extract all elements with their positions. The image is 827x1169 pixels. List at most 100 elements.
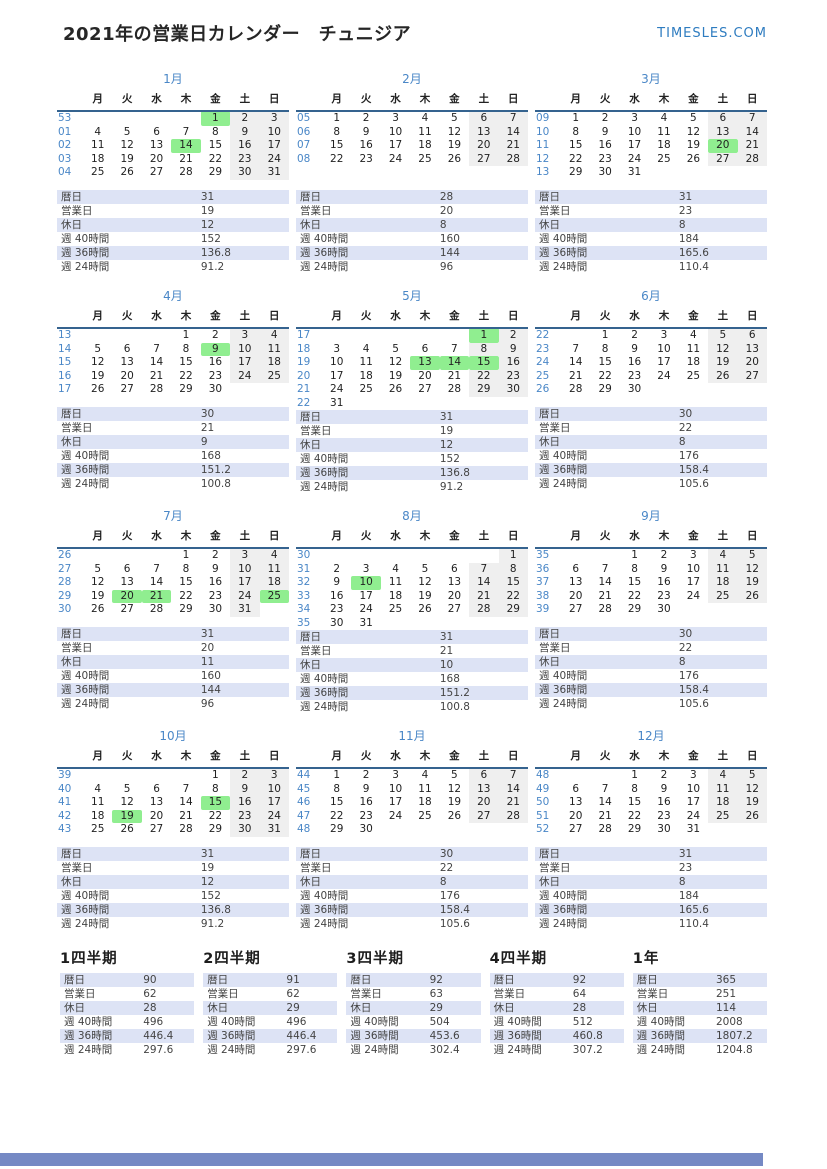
calendar-week-row: 33 16 17 18 19 20 21 22 xyxy=(296,589,528,603)
stat-label: 週 24時間 xyxy=(300,481,349,493)
week-number: 42 xyxy=(58,809,72,822)
month-calendar: 月火水木金土日 48 1 2 3 4 5 49 6 7 8 9 10 11 12 50 13 14 15 16 17 18… xyxy=(535,747,767,837)
weekday-header: 日 xyxy=(747,93,758,105)
weekday-header: 木 xyxy=(180,310,192,322)
timesles-logo[interactable]: TIMESLES.COM xyxy=(657,26,767,41)
day-cell: 23 xyxy=(498,369,528,383)
stat-row: 暦日 31 xyxy=(535,847,767,861)
weekday-header: 水 xyxy=(151,93,162,105)
weekday-header: 月 xyxy=(92,530,103,542)
day-cell: 2 xyxy=(362,112,370,124)
stat-value: 176 xyxy=(678,670,699,682)
day-cell: 3 xyxy=(259,768,289,783)
day-cell: 31 xyxy=(359,616,373,629)
stat-value: 31 xyxy=(200,628,215,640)
calendar-week-row: 09 1 2 3 4 5 6 7 xyxy=(535,111,767,126)
day-cell: 5 xyxy=(737,548,767,563)
stat-row: 週 36時間 136.8 xyxy=(57,246,289,260)
stat-value: 160 xyxy=(439,233,460,245)
day-cell: 28 xyxy=(498,152,528,166)
day-cell: 8 xyxy=(498,562,528,576)
day-cell: 7 xyxy=(182,125,190,138)
week-number: 26 xyxy=(536,383,550,395)
weekday-header: 火 xyxy=(599,93,611,105)
day-cell xyxy=(351,548,380,563)
stat-label: 週 24時間 xyxy=(61,261,110,273)
calendar-week-row: 39 27 28 29 30 xyxy=(535,603,767,617)
day-cell: 5 xyxy=(421,562,429,575)
day-cell: 19 xyxy=(686,139,701,151)
day-cell: 6 xyxy=(451,562,458,575)
stat-value: 28 xyxy=(143,1002,157,1014)
day-cell: 8 xyxy=(182,562,190,575)
week-col-header xyxy=(57,527,83,548)
calendar-week-row: 40 4 5 6 7 8 9 10 xyxy=(57,782,289,796)
stat-value: 12 xyxy=(200,876,215,888)
calendar-week-row: 14 5 6 7 8 9 10 11 xyxy=(57,342,289,356)
day-cell: 6 xyxy=(572,782,580,795)
stat-label: 週 36時間 xyxy=(64,1030,113,1042)
day-cell xyxy=(142,548,171,563)
stat-value: 31 xyxy=(678,191,693,203)
weekday-header: 火 xyxy=(599,750,611,762)
day-cell: 11 xyxy=(91,796,105,808)
stat-row: 週 40時間 496 xyxy=(60,1015,194,1029)
weekday-header: 木 xyxy=(419,310,431,322)
calendar-week-row: 42 18 19 20 21 22 23 24 xyxy=(57,809,289,823)
day-cell xyxy=(410,397,439,411)
day-cell: 12 xyxy=(120,796,134,808)
day-cell: 1 xyxy=(498,548,528,563)
day-cell: 26 xyxy=(708,369,738,383)
weekday-header: 木 xyxy=(658,530,670,542)
stat-label: 暦日 xyxy=(636,974,658,986)
weekday-header: 火 xyxy=(121,93,133,105)
day-cell xyxy=(440,617,469,631)
weekday-header: 火 xyxy=(121,310,133,322)
day-cell xyxy=(679,603,708,617)
weekday-header: 日 xyxy=(508,530,519,542)
day-cell: 8 xyxy=(601,342,609,355)
day-cell: 9 xyxy=(631,342,638,355)
stat-row: 営業日 64 xyxy=(490,987,624,1001)
day-cell: 18 xyxy=(657,139,671,151)
day-cell xyxy=(351,328,380,343)
day-cell: 29 xyxy=(208,823,223,835)
weekday-header: 金 xyxy=(688,93,699,105)
stat-label: 休日 xyxy=(207,1002,229,1014)
stat-label: 週 36時間 xyxy=(61,904,110,916)
calendar-week-row: 01 4 5 6 7 8 9 10 xyxy=(57,125,289,139)
day-cell: 20 xyxy=(737,356,767,370)
stat-value: 1807.2 xyxy=(715,1030,753,1042)
stat-row: 週 24時間 91.2 xyxy=(57,260,289,274)
day-cell: 24 xyxy=(330,383,344,395)
day-cell: 20 xyxy=(418,369,432,382)
day-cell: 25 xyxy=(91,823,105,835)
month-calendar: 月火水木金土日 17 1 2 18 3 4 5 6 7 8 9 19 10 11 12 13 14 15 16 20 17… xyxy=(296,307,528,410)
day-cell xyxy=(83,548,112,563)
day-cell: 6 xyxy=(737,328,767,343)
stat-value: 165.6 xyxy=(678,247,709,259)
stat-label: 週 36時間 xyxy=(539,904,588,916)
weekday-header: 月 xyxy=(92,750,103,762)
stat-row: 週 40時間 184 xyxy=(535,232,767,246)
calendar-week-row: 35 1 2 3 4 5 xyxy=(535,548,767,563)
day-cell: 27 xyxy=(447,603,462,615)
stat-label: 営業日 xyxy=(493,988,526,1000)
stat-label: 営業日 xyxy=(539,205,571,217)
stat-label: 週 24時間 xyxy=(300,261,349,273)
calendar-week-row: 10 8 9 10 11 12 13 14 xyxy=(535,125,767,139)
stat-label: 週 36時間 xyxy=(207,1030,256,1042)
weekday-header: 金 xyxy=(449,750,460,762)
day-cell xyxy=(351,397,380,411)
day-cell xyxy=(440,823,469,837)
day-cell: 17 xyxy=(627,139,642,151)
stat-value: 2008 xyxy=(715,1016,743,1028)
day-cell: 29 xyxy=(179,383,193,395)
weekday-header: 火 xyxy=(599,530,611,542)
stat-row: 暦日 31 xyxy=(57,627,289,641)
stat-value: 23 xyxy=(678,205,693,217)
stat-label: 休日 xyxy=(61,876,82,888)
stat-row: 週 24時間 96 xyxy=(296,260,528,274)
stat-value: 22 xyxy=(439,862,454,874)
day-cell xyxy=(679,166,708,180)
